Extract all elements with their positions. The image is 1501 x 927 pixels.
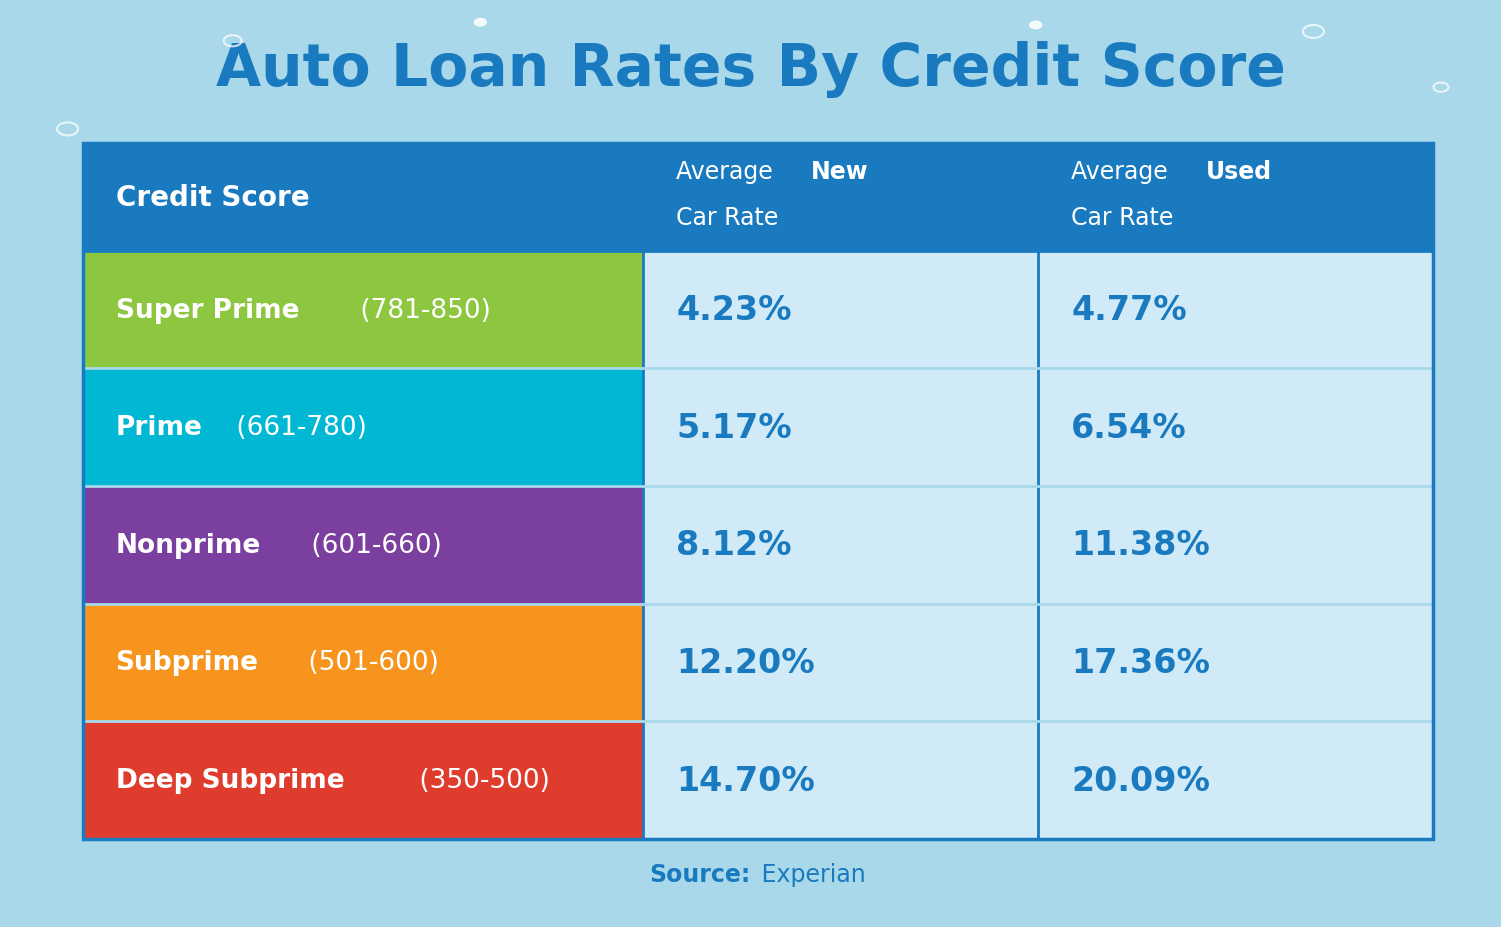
Text: Car Rate: Car Rate [1072,206,1174,230]
Text: 11.38%: 11.38% [1072,528,1210,562]
Text: Average: Average [675,159,781,184]
Text: (661-780): (661-780) [228,414,366,440]
Bar [83,144,1433,251]
Text: Deep Subprime: Deep Subprime [116,768,344,794]
Text: Experian: Experian [754,862,865,885]
Bar [83,144,1433,839]
Bar [83,604,642,721]
Bar [83,487,642,604]
Text: Auto Loan Rates By Credit Score: Auto Loan Rates By Credit Score [216,41,1285,98]
Text: New: New [811,159,869,184]
Text: 4.23%: 4.23% [675,294,791,326]
Bar [83,369,642,487]
Text: 14.70%: 14.70% [675,764,815,796]
Text: Source:: Source: [650,862,750,885]
Text: Prime: Prime [116,414,203,440]
Text: (781-850): (781-850) [353,298,491,324]
Bar [83,251,642,369]
Text: Subprime: Subprime [116,650,258,676]
Text: 5.17%: 5.17% [675,412,793,444]
Text: Used: Used [1205,159,1271,184]
Text: 6.54%: 6.54% [1072,412,1187,444]
Text: 12.20%: 12.20% [675,646,815,679]
Text: (601-660): (601-660) [303,532,441,558]
Text: 20.09%: 20.09% [1072,764,1210,796]
Text: Nonprime: Nonprime [116,532,261,558]
Text: 8.12%: 8.12% [675,528,791,562]
Text: Credit Score: Credit Score [116,184,309,211]
Text: (501-600): (501-600) [300,650,438,676]
Text: 17.36%: 17.36% [1072,646,1210,679]
Text: Super Prime: Super Prime [116,298,299,324]
Text: 4.77%: 4.77% [1072,294,1187,326]
Text: Average: Average [1072,159,1175,184]
Text: (350-500): (350-500) [411,768,549,794]
Circle shape [1030,22,1042,30]
Bar [83,251,1433,839]
Bar [83,721,642,839]
Text: Car Rate: Car Rate [675,206,779,230]
Circle shape [474,19,486,27]
